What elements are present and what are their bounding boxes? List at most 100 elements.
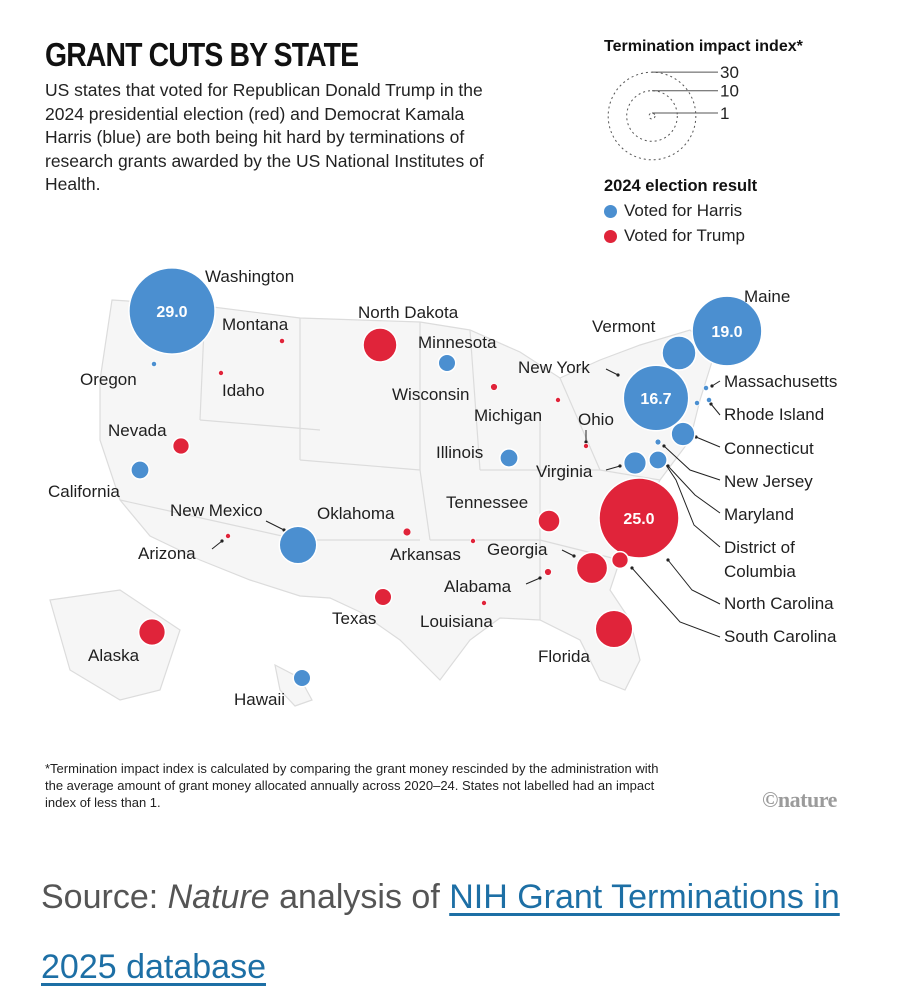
- label-texas: Texas: [332, 609, 376, 628]
- source-italic: Nature: [167, 878, 270, 916]
- bubble-minnesota: [437, 353, 457, 373]
- leader-tip-georgia: [572, 554, 576, 558]
- label-north-carolina: North Carolina: [724, 594, 834, 613]
- label-north-dakota: North Dakota: [358, 303, 459, 322]
- bubbles: 29.0 25.0 19.0 16.7: [128, 267, 763, 688]
- label-illinois: Illinois: [436, 443, 483, 462]
- bubble-arizona: [224, 533, 231, 540]
- label-new-york: New York: [518, 358, 590, 377]
- leader-district-of-columbia: [663, 461, 721, 548]
- leader-north-carolina: [667, 559, 721, 605]
- harris-dot-icon: [604, 204, 617, 218]
- source-line: Source: Nature analysis of NIH Grant Ter…: [41, 862, 841, 1002]
- chart-graphic: GRANT CUTS BY STATE US states that voted…: [45, 36, 837, 812]
- label-south-carolina: South Carolina: [724, 627, 837, 646]
- bubble-value-new-york: 16.7: [640, 391, 671, 408]
- leader-tip-arizona: [220, 539, 224, 543]
- bubble-ohio: [583, 442, 590, 449]
- bubble-rhode-island: [705, 396, 713, 404]
- label-maryland: Maryland: [724, 505, 794, 524]
- size-ring-label-30: 30: [720, 63, 739, 82]
- bubble-north-dakota: [362, 327, 398, 363]
- nature-credit: ©nature: [762, 787, 837, 812]
- label-wisconsin: Wisconsin: [392, 385, 469, 404]
- size-ring-10: [626, 90, 678, 142]
- bubble-oregon: [150, 360, 158, 368]
- bubble-washington: [128, 267, 216, 355]
- label-maine: Maine: [744, 287, 790, 306]
- label-nevada: Nevada: [108, 421, 167, 440]
- label-vermont: Vermont: [592, 317, 656, 336]
- label-virginia: Virginia: [536, 462, 593, 481]
- source-prefix: Source:: [41, 878, 168, 916]
- leader-virginia: [605, 465, 621, 471]
- bubble-north-carolina: [598, 477, 680, 559]
- size-ring-1: [648, 112, 656, 120]
- label-washington: Washington: [205, 267, 294, 286]
- bubble-california: [130, 460, 150, 480]
- us-map-outline: [49, 299, 716, 707]
- leader-arizona: [211, 540, 223, 550]
- label-michigan: Michigan: [474, 406, 542, 425]
- leader-south-carolina: [631, 567, 721, 638]
- bubble-new-mexico: [278, 525, 318, 565]
- trump-dot-icon: [604, 229, 617, 243]
- chart-subtitle: US states that voted for Republican Dona…: [45, 80, 484, 194]
- bubble-texas: [373, 587, 393, 607]
- bubble-massachusetts: [702, 384, 710, 392]
- bubble-oklahoma: [402, 527, 412, 537]
- bubble-louisiana: [480, 600, 487, 607]
- label-florida: Florida: [538, 647, 591, 666]
- label-california: California: [48, 482, 120, 501]
- source-link[interactable]: NIH Grant Terminations in 2025 database: [41, 878, 840, 986]
- chart-title: GRANT CUTS BY STATE: [45, 36, 359, 73]
- leader-tip-massachusetts: [710, 384, 714, 388]
- label-arizona: Arizona: [138, 544, 196, 563]
- bubble-new-york: [622, 364, 690, 432]
- leader-maryland: [667, 465, 721, 514]
- label-hawaii: Hawaii: [234, 690, 285, 709]
- state-labels: Washington North Carolina Maine New York New…: [48, 267, 837, 709]
- label-montana: Montana: [222, 315, 289, 334]
- footnote: *Termination impact index is calculated …: [45, 761, 659, 810]
- leader-lines: [211, 368, 721, 638]
- label-alaska: Alaska: [88, 646, 140, 665]
- bubble-district-of-columbia: [693, 399, 701, 407]
- leader-tip-new-jersey: [662, 444, 666, 448]
- bubble-value-maine: 19.0: [711, 324, 742, 341]
- label-louisiana: Louisiana: [420, 612, 493, 631]
- leader-tip-south-carolina: [630, 566, 634, 570]
- bubble-new-jersey: [654, 438, 662, 446]
- bubble-hawaii: [292, 668, 312, 688]
- label-minnesota: Minnesota: [418, 333, 497, 352]
- leader-tip-virginia: [618, 464, 622, 468]
- label-district-of-columbia: District of Columbia: [724, 538, 796, 581]
- label-idaho: Idaho: [222, 381, 265, 400]
- size-ring-30: [607, 71, 697, 161]
- bubble-wisconsin: [490, 383, 498, 391]
- bubble-maine: [691, 295, 763, 367]
- leader-connecticut: [695, 436, 721, 448]
- bubble-value-washington: 29.0: [156, 304, 187, 321]
- label-massachusetts: Massachusetts: [724, 372, 837, 391]
- label-district-of-columbia-line1: District of: [724, 538, 795, 557]
- leader-tip-rhode-island: [709, 402, 713, 406]
- bubble-michigan: [555, 396, 562, 403]
- leader-new-york: [605, 368, 619, 376]
- label-tennessee: Tennessee: [446, 493, 528, 512]
- label-connecticut: Connecticut: [724, 439, 814, 458]
- size-legend-title: Termination impact index*: [604, 38, 803, 55]
- label-ohio: Ohio: [578, 410, 614, 429]
- label-georgia: Georgia: [487, 540, 548, 559]
- bubble-illinois: [499, 448, 519, 468]
- label-arkansas: Arkansas: [390, 545, 461, 564]
- bubble-vermont: [661, 335, 697, 371]
- leader-tip-new-york: [616, 373, 620, 377]
- label-new-jersey: New Jersey: [724, 472, 813, 491]
- label-rhode-island: Rhode Island: [724, 405, 824, 424]
- label-alabama: Alabama: [444, 577, 512, 596]
- election-legend-title: 2024 election result: [604, 177, 758, 195]
- bubble-connecticut: [670, 421, 696, 447]
- leader-georgia: [561, 549, 575, 557]
